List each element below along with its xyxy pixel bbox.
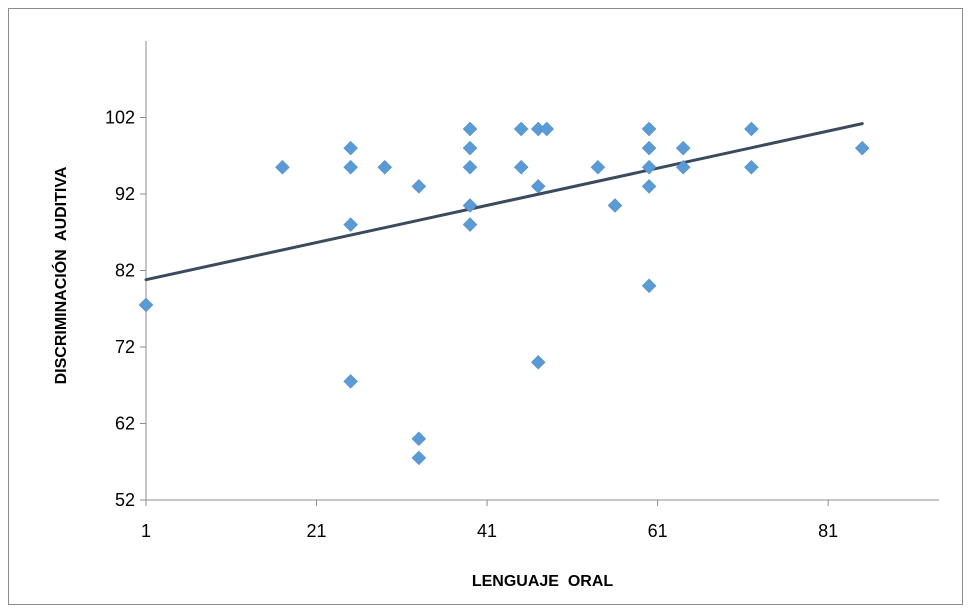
y-tick-label: 82	[115, 261, 135, 281]
tick-marks	[140, 117, 829, 506]
data-point	[590, 159, 606, 175]
data-points	[138, 121, 870, 466]
tick-labels: 1 21 41 61 81 52 62 72 82 92 102	[105, 108, 838, 542]
data-point	[607, 198, 623, 213]
data-point	[641, 159, 657, 175]
x-tick-label: 61	[648, 521, 668, 541]
x-tick-label: 81	[818, 521, 838, 541]
data-point	[275, 159, 290, 175]
data-point	[462, 217, 478, 232]
data-point	[462, 159, 478, 175]
x-axis-title: LENGUAJE ORAL	[472, 573, 614, 590]
data-point	[411, 431, 427, 447]
data-point	[744, 159, 759, 175]
y-tick-label: 102	[105, 108, 135, 128]
y-tick-label: 62	[115, 414, 135, 434]
data-point	[513, 121, 529, 137]
data-point	[530, 178, 546, 194]
y-tick-label: 72	[115, 337, 135, 357]
axes	[145, 41, 939, 501]
data-point	[675, 159, 691, 175]
data-point	[138, 297, 154, 313]
y-tick-label: 52	[115, 490, 135, 510]
data-point	[744, 121, 759, 137]
data-point	[641, 178, 657, 194]
data-point	[462, 198, 478, 213]
data-point	[641, 121, 657, 137]
data-point	[377, 159, 393, 175]
data-point	[462, 121, 478, 137]
data-point	[513, 159, 529, 175]
data-point	[530, 354, 546, 370]
data-point	[641, 140, 657, 156]
data-point	[411, 450, 427, 466]
data-point	[343, 159, 358, 175]
data-point	[462, 140, 478, 156]
data-point	[539, 121, 555, 137]
data-point	[343, 140, 358, 156]
chart-frame: 1 21 41 61 81 52 62 72 82 92 102 LENGUAJE ORAL DIS…	[8, 8, 963, 605]
x-tick-label: 41	[477, 521, 497, 541]
data-point	[411, 178, 427, 194]
y-axis-title: DISCRIMINACIÓN AUDITIVA	[51, 166, 70, 384]
x-tick-label: 21	[307, 521, 327, 541]
trendline	[144, 122, 864, 282]
y-tick-label: 92	[115, 184, 135, 204]
x-tick-label: 1	[141, 521, 151, 541]
data-point	[343, 374, 358, 389]
data-point	[854, 140, 870, 156]
data-point	[343, 217, 358, 232]
scatter-chart: 1 21 41 61 81 52 62 72 82 92 102 LENGUAJE ORAL DIS…	[51, 41, 939, 590]
data-point	[641, 278, 657, 294]
data-point	[675, 140, 691, 156]
